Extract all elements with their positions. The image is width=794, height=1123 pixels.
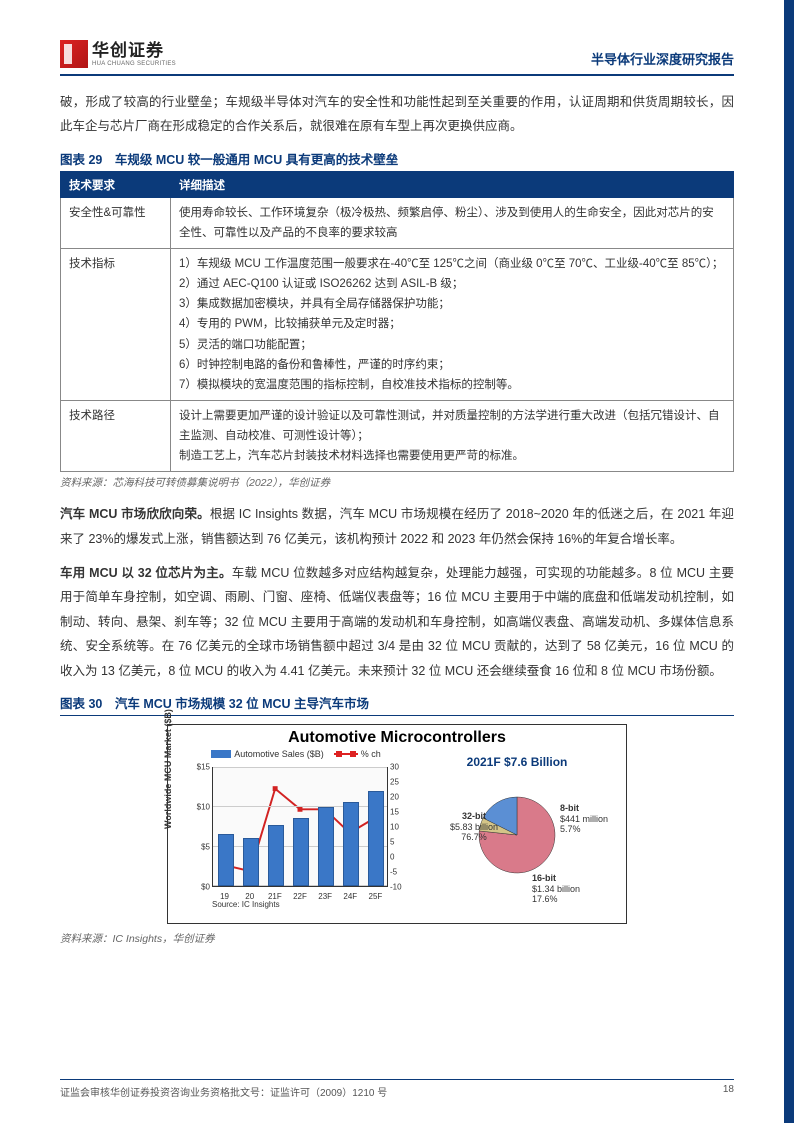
side-accent-bar	[784, 0, 794, 1123]
y-tick-right: 0	[390, 852, 410, 861]
x-tick: 19	[220, 892, 229, 901]
page-header: 华创证券 HUA CHUANG SECURITIES 半导体行业深度研究报告	[60, 40, 734, 76]
logo-mark-icon	[60, 40, 88, 68]
y-tick-right: -5	[390, 867, 410, 876]
bar	[318, 807, 334, 885]
chart-30-source: 资料来源：IC Insights，华创证券	[60, 931, 734, 946]
chart-inner: Automotive Sales ($B) % ch Worldwide MCU…	[176, 749, 618, 909]
para3-lead: 车用 MCU 以 32 位芯片为主。	[60, 566, 232, 580]
x-tick: 25F	[369, 892, 383, 901]
logo-en: HUA CHUANG SECURITIES	[92, 61, 176, 67]
chart-30-title: 图表 30 汽车 MCU 市场规模 32 位 MCU 主导汽车市场	[60, 693, 734, 716]
table-29-title: 图表 29 车规级 MCU 较一般通用 MCU 具有更高的技术壁垒	[60, 149, 734, 172]
x-tick: 23F	[318, 892, 332, 901]
y-tick-right: 20	[390, 792, 410, 801]
chart-main-title: Automotive Microcontrollers	[176, 729, 618, 747]
plot-area	[212, 767, 388, 887]
x-tick: 21F	[268, 892, 282, 901]
th-1: 详细描述	[171, 172, 734, 197]
bar-line-chart: Automotive Sales ($B) % ch Worldwide MCU…	[176, 749, 416, 909]
x-tick: 24F	[343, 892, 357, 901]
th-0: 技术要求	[61, 172, 171, 197]
y-tick-right: 10	[390, 822, 410, 831]
y-tick-left: $0	[196, 882, 210, 891]
legend-bar: Automotive Sales ($B)	[211, 749, 324, 759]
table-header-row: 技术要求 详细描述	[61, 172, 734, 197]
x-tick: 22F	[293, 892, 307, 901]
legend-bar-label: Automotive Sales ($B)	[234, 749, 324, 759]
footer-page-number: 18	[723, 1084, 734, 1099]
y-tick-right: -10	[390, 882, 410, 891]
page-footer: 证监会审核华创证券投资咨询业务资格批文号：证监许可（2009）1210 号 18	[60, 1079, 734, 1099]
chart-source-inline: Source: IC Insights	[212, 900, 280, 909]
pie-chart-panel: 2021F $7.6 Billion 32-bit$5.83 billion76…	[422, 749, 612, 903]
logo: 华创证券 HUA CHUANG SECURITIES	[60, 40, 176, 68]
bar	[343, 802, 359, 886]
page-content: 华创证券 HUA CHUANG SECURITIES 半导体行业深度研究报告 破…	[0, 0, 794, 988]
bar	[268, 825, 284, 886]
bar	[368, 791, 384, 885]
table-row: 安全性&可靠性使用寿命较长、工作环境复杂（极冷极热、频繁启停、粉尘）、涉及到使用…	[61, 197, 734, 248]
para3-body: 车载 MCU 位数越多对应结构越复杂，处理能力越强，可实现的功能越多。8 位 M…	[60, 566, 734, 678]
table-cell: 设计上需要更加严谨的设计验证以及可靠性测试，并对质量控制的方法学进行重大改进（包…	[171, 400, 734, 471]
y-tick-left: $10	[196, 802, 210, 811]
table-cell: 技术路径	[61, 400, 171, 471]
y-tick-right: 30	[390, 762, 410, 771]
logo-cn: 华创证券	[92, 42, 176, 59]
bar	[218, 834, 234, 886]
table-row: 技术指标1）车规级 MCU 工作温度范围一般要求在-40℃至 125℃之间（商业…	[61, 249, 734, 401]
table-cell: 1）车规级 MCU 工作温度范围一般要求在-40℃至 125℃之间（商业级 0℃…	[171, 249, 734, 401]
bar	[293, 818, 309, 886]
chart-legend: Automotive Sales ($B) % ch	[176, 749, 416, 759]
line-marker	[273, 786, 278, 791]
y-tick-right: 15	[390, 807, 410, 816]
table-cell: 使用寿命较长、工作环境复杂（极冷极热、频繁启停、粉尘）、涉及到使用人的生命安全，…	[171, 197, 734, 248]
logo-text: 华创证券 HUA CHUANG SECURITIES	[92, 42, 176, 67]
paragraph-1: 破，形成了较高的行业壁垒；车规级半导体对汽车的安全性和功能性起到至关重要的作用，…	[60, 90, 734, 139]
y-axis-label: Worldwide MCU Market ($B)	[163, 709, 173, 829]
document-title: 半导体行业深度研究报告	[591, 49, 734, 68]
line-marker	[298, 807, 303, 812]
y-tick-right: 25	[390, 777, 410, 786]
y-tick-right: 5	[390, 837, 410, 846]
x-tick: 20	[245, 892, 254, 901]
table-29: 技术要求 详细描述 安全性&可靠性使用寿命较长、工作环境复杂（极冷极热、频繁启停…	[60, 172, 734, 473]
grid-line	[213, 767, 387, 768]
paragraph-3: 车用 MCU 以 32 位芯片为主。车载 MCU 位数越多对应结构越复杂，处理能…	[60, 561, 734, 683]
legend-line-label: % ch	[361, 749, 381, 759]
legend-line: % ch	[334, 749, 381, 759]
bar	[243, 838, 259, 886]
pie-chart: 32-bit$5.83 billion76.7% 8-bit$441 millio…	[422, 773, 612, 903]
line-swatch-icon	[334, 753, 358, 755]
y-tick-left: $5	[196, 842, 210, 851]
pie-label: 16-bit$1.34 billion17.6%	[532, 873, 580, 905]
pie-label: 32-bit$5.83 billion76.7%	[450, 811, 498, 843]
table-row: 技术路径设计上需要更加严谨的设计验证以及可靠性测试，并对质量控制的方法学进行重大…	[61, 400, 734, 471]
table-cell: 安全性&可靠性	[61, 197, 171, 248]
y-tick-left: $15	[196, 762, 210, 771]
table-29-source: 资料来源：芯海科技可转债募集说明书（2022），华创证券	[60, 475, 734, 490]
table-cell: 技术指标	[61, 249, 171, 401]
chart-30-box: Automotive Microcontrollers Automotive S…	[167, 724, 627, 924]
paragraph-2: 汽车 MCU 市场欣欣向荣。根据 IC Insights 数据，汽车 MCU 市…	[60, 502, 734, 551]
pie-title: 2021F $7.6 Billion	[422, 755, 612, 769]
footer-left: 证监会审核华创证券投资咨询业务资格批文号：证监许可（2009）1210 号	[60, 1084, 387, 1099]
para2-lead: 汽车 MCU 市场欣欣向荣。	[60, 507, 210, 521]
grid-line	[213, 806, 387, 807]
chart-30-container: Automotive Microcontrollers Automotive S…	[60, 716, 734, 928]
pie-label: 8-bit$441 million5.7%	[560, 803, 608, 835]
bar-swatch-icon	[211, 750, 231, 758]
